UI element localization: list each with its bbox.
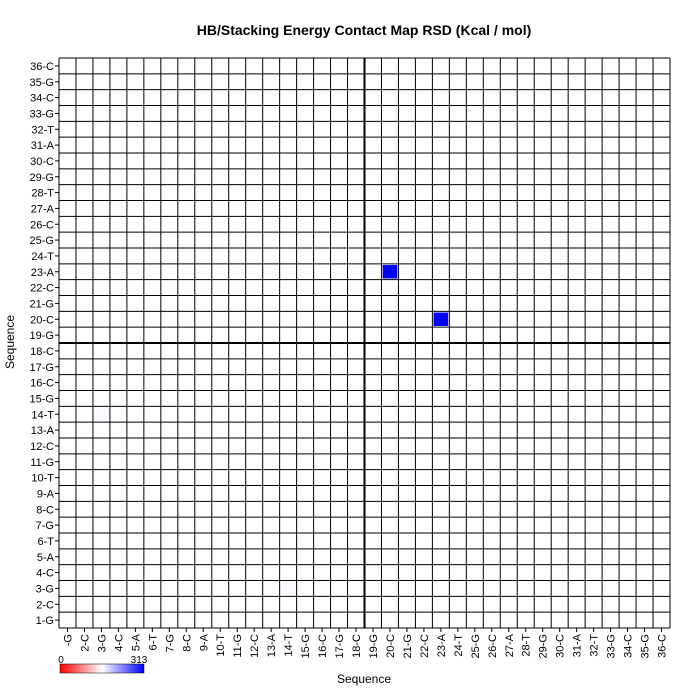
y-tick-label: 20-C	[30, 314, 54, 326]
y-tick-label: 8-C	[36, 504, 54, 516]
x-tick-label: 28-T	[521, 634, 533, 657]
x-tick-label: 27-A	[504, 633, 516, 657]
y-tick-label: 22-C	[30, 283, 54, 295]
x-tick-label: 17-G	[334, 634, 346, 658]
colorbar-max-label: 313	[131, 655, 148, 666]
y-tick-label: 33-G	[30, 108, 54, 120]
y-tick-label: 2-C	[36, 599, 54, 611]
heatmap-cells	[94, 265, 449, 596]
x-axis-label: Sequence	[337, 672, 391, 686]
x-tick-label: 23-A	[436, 633, 448, 657]
x-tick-label: 20-C	[385, 634, 397, 658]
y-tick-label: 3-G	[36, 583, 54, 595]
y-tick-label: 21-G	[30, 298, 54, 310]
x-tick-label: 3-G	[96, 634, 108, 652]
x-tick-label: 21-G	[402, 634, 414, 658]
x-tick-label: 31-A	[572, 633, 584, 657]
x-tick-label: 30-C	[555, 634, 567, 658]
y-tick-label: 28-T	[31, 188, 54, 200]
y-tick-label: 26-C	[30, 219, 54, 231]
heatmap-cell-20-C-23-A	[382, 265, 398, 279]
x-tick-label: 9-A	[198, 633, 210, 651]
x-tick-label: 34-C	[623, 634, 635, 658]
y-tick-label: 15-G	[30, 393, 54, 405]
x-tick-label: 35-G	[640, 634, 652, 658]
y-tick-label: 13-A	[31, 425, 55, 437]
x-tick-label: 8-C	[181, 634, 193, 652]
x-tick-label: 11-G	[232, 634, 244, 658]
x-tick-label: 19-G	[368, 634, 380, 658]
x-tick-label: 16-C	[317, 634, 329, 658]
x-tick-label: 26-C	[487, 634, 499, 658]
x-tick-label: 2-C	[79, 634, 91, 652]
y-tick-label: 16-C	[30, 378, 54, 390]
x-tick-labels: -G 2-C 3-G 4-C 5-A 6-T 7-G 8-C 9-A 10-T 11-G 12-C 13…	[62, 628, 669, 658]
y-tick-label: 24-T	[31, 251, 54, 263]
y-tick-label: 5-A	[37, 552, 55, 564]
x-tick-label: 36-C	[657, 634, 669, 658]
x-tick-label: 5-A	[130, 633, 142, 651]
y-tick-label: 10-T	[31, 473, 54, 485]
x-tick-label: 13-A	[266, 633, 278, 657]
y-tick-label: 9-A	[37, 488, 55, 500]
x-tick-label: 24-T	[453, 634, 465, 657]
y-tick-label: 1-G	[36, 615, 54, 627]
x-tick-label: 33-G	[606, 634, 618, 658]
colorbar-min-label: 0	[58, 655, 64, 666]
y-tick-label: 14-T	[31, 409, 54, 421]
y-tick-label: 4-C	[36, 568, 54, 580]
y-tick-label: 31-A	[31, 140, 55, 152]
x-tick-label: 25-G	[470, 634, 482, 658]
y-tick-labels: 1-G 2-C 3-G 4-C 5-A 6-T 7-G 8-C 9-A 10-T 11-G 12-C 1…	[30, 61, 59, 627]
y-tick-label: 17-G	[30, 362, 54, 374]
y-tick-label: 18-C	[30, 346, 54, 358]
y-tick-label: 19-G	[30, 330, 54, 342]
y-tick-label: 6-T	[38, 536, 55, 548]
y-tick-label: 12-C	[30, 441, 54, 453]
y-tick-label: 35-G	[30, 77, 54, 89]
y-tick-label: 11-G	[30, 457, 54, 469]
heatmap-cell-23-A-20-C	[433, 312, 449, 326]
x-tick-label: 4-C	[113, 634, 125, 652]
y-tick-label: 30-C	[30, 156, 54, 168]
y-tick-label: 27-A	[31, 203, 55, 215]
x-tick-label: 15-G	[300, 634, 312, 658]
y-axis-label: Sequence	[3, 315, 17, 369]
x-tick-label: 14-T	[283, 634, 295, 657]
heatmap-cell-14-T-3-G	[280, 581, 296, 596]
y-tick-label: 34-C	[30, 93, 54, 105]
y-tick-label: 29-G	[30, 172, 54, 184]
x-tick-label: 18-C	[351, 634, 363, 658]
colorbar	[59, 663, 145, 674]
y-tick-label: 36-C	[30, 61, 54, 73]
x-tick-label: 12-C	[249, 634, 261, 658]
y-tick-label: 25-G	[30, 235, 54, 247]
x-tick-label: 29-G	[538, 634, 550, 658]
y-tick-label: 32-T	[31, 124, 54, 136]
y-tick-label: 23-A	[31, 267, 55, 279]
x-tick-label: 7-G	[164, 634, 176, 652]
chart-title: HB/Stacking Energy Contact Map RSD (Kcal…	[197, 22, 532, 38]
y-tick-label: 7-G	[36, 520, 54, 532]
x-tick-label: 22-C	[419, 634, 431, 658]
x-tick-label: -G	[62, 634, 74, 646]
strand-boundary-lines	[59, 58, 670, 628]
x-tick-label: 6-T	[147, 634, 159, 651]
heatmap-cell-3-G-14-T	[94, 407, 109, 421]
x-tick-label: 32-T	[589, 634, 601, 657]
x-tick-label: 10-T	[215, 634, 227, 657]
